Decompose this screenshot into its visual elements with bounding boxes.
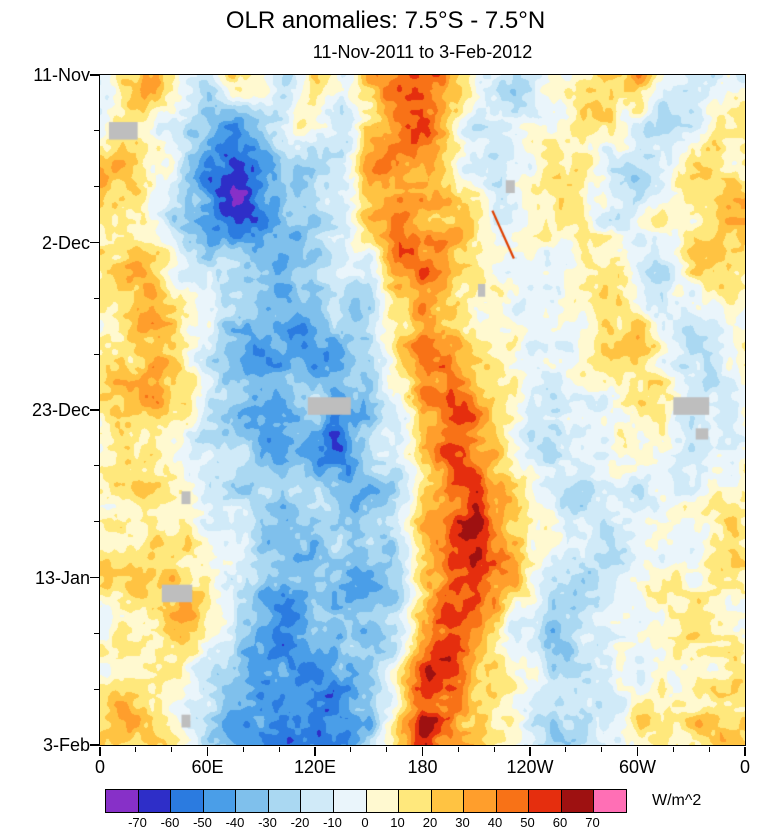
axis-tick — [93, 465, 99, 467]
colorbar-tick-label: -10 — [323, 815, 342, 830]
x-axis-label: 60E — [191, 757, 224, 777]
colorbar-tick-label: 40 — [487, 815, 503, 830]
axis-tick — [421, 746, 424, 756]
axis-tick — [493, 746, 495, 752]
axis-tick — [93, 130, 99, 132]
y-axis-label: 23-Dec — [31, 400, 90, 420]
colorbar-segment — [561, 790, 595, 812]
colorbar-tick-label: 50 — [520, 815, 535, 830]
axis-tick — [744, 746, 746, 756]
colorbar-tick-label: 0 — [361, 815, 369, 830]
axis-tick — [89, 74, 99, 76]
plot-area — [98, 73, 746, 746]
colorbar-segment — [464, 790, 497, 812]
colorbar-segment — [301, 790, 334, 812]
axis-tick — [672, 746, 674, 752]
colorbar-tick-label: -40 — [225, 815, 245, 830]
colorbar-units: W/m^2 — [652, 792, 702, 809]
colorbar-tick-label: -50 — [193, 815, 212, 830]
colorbar-tick-label: -70 — [128, 815, 147, 830]
colorbar-segment — [594, 790, 626, 812]
axis-tick — [529, 746, 531, 756]
colorbar-segment — [203, 790, 237, 812]
colorbar-tick-label: -60 — [160, 815, 180, 830]
axis-tick — [93, 186, 99, 188]
colorbar-segment — [106, 790, 139, 812]
colorbar-segment — [431, 790, 465, 812]
colorbar-segment — [529, 790, 562, 812]
chart-subtitle: 11-Nov-2011 to 3-Feb-2012 — [312, 42, 533, 62]
axis-tick — [278, 746, 280, 752]
axis-tick — [89, 744, 99, 746]
axis-tick — [93, 521, 99, 523]
colorbar-tick-label: 10 — [390, 815, 405, 830]
axis-tick — [350, 746, 352, 752]
colorbar-tick-label: 30 — [455, 815, 470, 830]
axis-tick — [708, 746, 710, 752]
axis-tick — [636, 746, 639, 756]
colorbar-segment — [333, 790, 367, 812]
axis-tick — [99, 746, 101, 756]
colorbar-segment — [366, 790, 400, 812]
x-axis-label: 180 — [407, 757, 438, 777]
colorbar-tick-label: -30 — [258, 815, 277, 830]
colorbar-tick-label: 20 — [422, 815, 438, 830]
colorbar-segment — [236, 790, 269, 812]
axis-tick — [93, 297, 99, 299]
chart-title: OLR anomalies: 7.5°S - 7.5°N — [225, 7, 546, 34]
axis-tick — [89, 409, 99, 411]
axis-tick — [89, 576, 99, 579]
x-axis-label: 60W — [618, 757, 657, 777]
colorbar — [105, 789, 627, 813]
colorbar-segment — [496, 790, 530, 812]
colorbar-segment — [268, 790, 302, 812]
x-axis-label: 0 — [94, 757, 106, 777]
axis-tick — [93, 632, 99, 634]
x-axis-label: 120E — [293, 757, 337, 777]
axis-tick — [386, 746, 388, 752]
axis-tick — [242, 746, 244, 752]
x-axis-label: 120W — [506, 757, 554, 777]
x-axis-label: 0 — [739, 757, 751, 777]
y-axis-label: 11-Nov — [33, 65, 90, 85]
axis-tick — [457, 746, 459, 752]
y-axis-label: 3-Feb — [42, 735, 90, 755]
heatmap-canvas — [99, 74, 745, 745]
axis-tick — [565, 746, 567, 752]
colorbar-tick-label: 60 — [552, 815, 568, 830]
axis-tick — [135, 746, 137, 752]
colorbar-tick-label: 70 — [585, 815, 600, 830]
axis-tick — [171, 746, 173, 752]
axis-tick — [314, 746, 316, 756]
axis-tick — [93, 353, 99, 355]
axis-tick — [601, 746, 603, 752]
axis-tick — [89, 241, 99, 244]
y-axis-label: 2-Dec — [41, 232, 90, 253]
axis-tick — [206, 746, 209, 756]
colorbar-segment — [138, 790, 172, 812]
y-axis-label: 13-Jan — [34, 567, 90, 588]
colorbar-segment — [171, 790, 204, 812]
colorbar-tick-label: -20 — [290, 815, 310, 830]
colorbar-segment — [399, 790, 432, 812]
axis-tick — [93, 688, 99, 690]
